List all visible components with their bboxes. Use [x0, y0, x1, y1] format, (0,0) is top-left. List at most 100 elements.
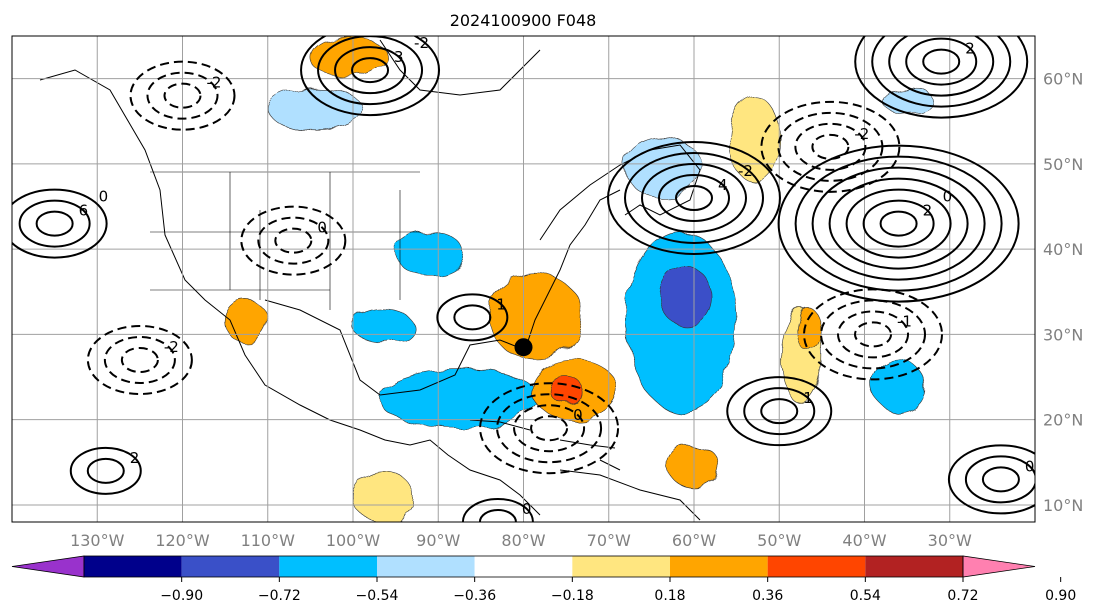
contour-1-ring-3	[300, 36, 441, 117]
shaded-region-4	[395, 231, 465, 276]
colorbar-swatch-7	[767, 556, 866, 577]
contour-7-ring-4	[854, 36, 1029, 119]
contour-15-ring-2	[820, 299, 927, 370]
contour-2-ring-6	[777, 144, 1020, 303]
contour-6-ring-2	[726, 376, 833, 447]
contour-4-ring-1	[69, 446, 142, 495]
lon-label-3: 100°W	[326, 531, 381, 550]
colorbar-swatch-5	[572, 556, 670, 577]
contour-11-ring-1	[257, 216, 330, 265]
contour-label-8: 0	[1025, 457, 1035, 475]
contour-3-ring-0	[35, 210, 74, 237]
contour-label-17: -2	[414, 34, 429, 52]
shaded-region-18	[548, 376, 584, 403]
contour-9-ring-1	[461, 498, 534, 522]
contour-14-ring-0	[120, 347, 159, 373]
lon-label-2: 110°W	[241, 531, 296, 550]
contour-6-ring-1	[743, 387, 816, 436]
contour-12-ring-0	[811, 133, 850, 160]
contour-9-ring-0	[478, 509, 517, 522]
contour-0-ring-0	[675, 185, 713, 211]
contour-2-ring-2	[845, 188, 952, 259]
south-america-coast	[559, 469, 701, 521]
lon-label-9: 40°W	[842, 531, 886, 550]
contour-label-9: 0	[522, 500, 532, 518]
contour-label-19: 0	[99, 188, 109, 206]
contour-label-14: -2	[164, 338, 179, 356]
contour-label-11: 0	[317, 219, 327, 237]
contour-0-ring-1	[658, 174, 730, 222]
colorbar-label-2: −0.54	[356, 588, 399, 604]
shaded-region-5	[352, 308, 413, 344]
contour-2-ring-4	[811, 166, 986, 281]
contour-1-ring-1	[334, 46, 407, 95]
contour-11-ring-2	[240, 205, 347, 276]
lon-label-5: 80°W	[501, 531, 545, 550]
contour-7-ring-1	[905, 37, 978, 86]
lon-label-6: 70°W	[587, 531, 631, 550]
lat-label-2: 40°N	[1043, 240, 1083, 259]
state-borders	[150, 171, 420, 310]
contour-0-ring-4	[607, 141, 781, 255]
lon-label-0: 130°W	[70, 531, 125, 550]
contour-12-ring-2	[777, 111, 884, 182]
shaded-region-17	[796, 308, 823, 352]
canada-east-coast	[539, 144, 701, 241]
contour-15-ring-1	[837, 310, 910, 359]
contour-0-ring-2	[641, 163, 747, 233]
shaded-region-11	[352, 470, 413, 522]
contour-10-ring-1	[513, 404, 586, 453]
lat-label-1: 50°N	[1043, 155, 1083, 174]
colorbar-extend-min	[11, 555, 85, 578]
contour-label-10: 0	[573, 406, 583, 424]
contour-8-ring-1	[964, 455, 1035, 504]
contour-label-3: 6	[79, 202, 89, 220]
contour-13-ring-1	[146, 71, 219, 120]
contour-2-ring-3	[828, 177, 969, 270]
contour-5-ring-1	[436, 293, 509, 342]
north-america-coast	[39, 69, 541, 516]
colorbar-swatch-6	[670, 556, 768, 577]
contour-8-ring-2	[947, 444, 1035, 515]
contour-14-ring-2	[86, 325, 193, 395]
colorbar-swatch-1	[181, 556, 280, 577]
shaded-region-16	[224, 300, 269, 344]
colorbar-label-0: −0.90	[160, 588, 203, 604]
contour-label-4: 2	[130, 449, 140, 467]
contour-2-ring-0	[879, 210, 918, 237]
contour-label-5: 1	[496, 295, 506, 313]
contour-7-ring-0	[922, 48, 961, 75]
lat-label-0: 60°N	[1043, 70, 1083, 89]
colorbar-label-8: 0.72	[947, 588, 978, 604]
contour-10-ring-0	[530, 415, 569, 442]
contour-5-ring-0	[453, 304, 492, 331]
contour-4-ring-0	[86, 457, 125, 484]
lon-label-7: 60°W	[672, 531, 716, 550]
colorbar-swatch-0	[84, 556, 182, 577]
hudson-region	[379, 39, 541, 96]
shaded-field	[224, 36, 933, 522]
shaded-region-9	[727, 95, 780, 182]
contour-label-13: -2	[207, 74, 222, 92]
contour-label-16: -2	[738, 162, 753, 180]
contour-2-ring-5	[794, 155, 1003, 292]
colorbar-label-3: −0.36	[453, 588, 496, 604]
colorbar-label-9: 0.90	[1045, 588, 1076, 604]
contour-1-ring-0	[351, 57, 390, 84]
lon-label-8: 50°W	[757, 531, 801, 550]
contour-13-ring-2	[129, 60, 236, 131]
colorbar-label-5: 0.18	[654, 588, 685, 604]
colorbar-label-1: −0.72	[258, 588, 301, 604]
contour-label-12: -2	[854, 125, 869, 143]
lon-label-10: 30°W	[928, 531, 972, 550]
contour-7-ring-2	[888, 36, 995, 97]
caribbean-islands	[469, 419, 621, 471]
contour-label-0: 4	[718, 176, 728, 194]
gridlines	[12, 36, 1035, 522]
contour-label-18: 0	[943, 188, 953, 206]
lon-label-1: 120°W	[155, 531, 210, 550]
colorbar: −0.90 −0.72 −0.54 −0.36 −0.18 0.18 0.36 0.54 0.7…	[11, 555, 1076, 604]
colorbar-swatch-2	[279, 556, 377, 577]
